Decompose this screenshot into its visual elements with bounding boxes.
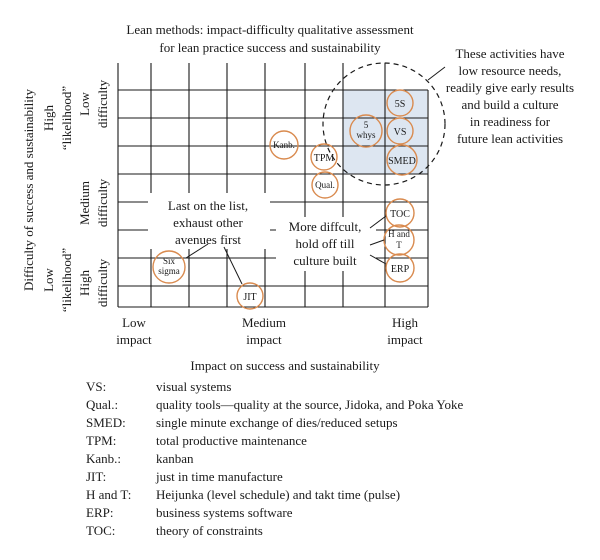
legend-desc: theory of constraints [156,523,263,538]
pointer-difficult-to-toc [369,215,387,229]
item-tpm-circle [310,143,338,171]
item-vs-circle [386,117,414,145]
early-activities-dashed-circle [322,62,446,186]
annotation-early-line-3: readily give early results [446,80,574,95]
item-5s-label: 5S [395,99,406,110]
item-toc-circle [385,198,415,228]
y-axis-label: Difficulty of success and sustainability [21,89,36,291]
item-ht-label-2: T [396,240,402,250]
legend-desc: kanban [156,451,194,466]
item-vs-label: VS [394,127,407,138]
legend-desc: single minute exchange of dies/reduced s… [156,415,398,430]
x-level-high-1: High [392,315,419,330]
title-line-1: Lean methods: impact-difficulty qualitat… [126,22,414,37]
item-qual-label: Qual. [315,180,335,190]
item-kanb-circle [269,130,299,160]
pointer-difficult-to-erp [369,254,387,265]
legend-desc: business systems software [156,505,293,520]
callout-last-line-2: exhaust other [173,215,243,230]
legend-desc: just in time manufacture [155,469,283,484]
legend-abbr: H and T: [86,487,131,502]
callout-last-line-3: avenues first [175,232,241,247]
item-smed-label: SMED [388,156,416,167]
item-erp-circle [385,253,415,283]
pointer-last-to-jit [223,246,243,285]
legend-abbr: ERP: [86,505,113,520]
y-level-low-difficulty-2: difficulty [95,79,110,128]
legend-desc: quality tools—quality at the source, Jid… [156,397,464,412]
legend-desc: total productive maintenance [156,433,307,448]
item-5whys-circle [349,114,383,148]
annotation-early-line-4: and build a culture [461,97,558,112]
x-level-low-2: impact [116,332,152,347]
item-5whys-label-2: whys [356,130,375,140]
legend-abbr: SMED: [86,415,126,430]
legend-abbr: Qual.: [86,397,118,412]
annotation-early-line-5: in readiness for [470,114,551,129]
callout-difficult-bg [276,217,376,271]
annotation-early-line-2: low resource needs, [459,63,562,78]
x-level-medium-2: impact [246,332,282,347]
callout-last-line-1: Last on the list, [168,198,248,213]
legend-desc: Heijunka (level schedule) and takt time … [156,487,400,502]
item-jit-label: JIT [243,292,256,303]
item-smed-circle [386,144,418,176]
callout-last-bg [148,193,270,249]
item-erp-label: ERP [391,264,410,275]
title-line-2: for lean practice success and sustainabi… [159,40,381,55]
legend-abbr: TPM: [86,433,116,448]
legend-desc: visual systems [156,379,231,394]
item-5s-circle [386,89,414,117]
item-ht-label-1: H and [388,229,410,239]
pointer-last-to-six-sigma [185,243,209,259]
legend-abbr: TOC: [86,523,115,538]
item-six-sigma-label-2: sigma [158,266,180,276]
item-kanb-label: Kanb. [273,140,295,150]
callout-difficult-line-3: culture built [293,253,357,268]
item-six-sigma-circle [152,250,186,284]
callout-difficult-line-1: More diffcult, [289,219,362,234]
legend-abbr: Kanb.: [86,451,121,466]
legend-abbr: JIT: [86,469,106,484]
pointer-early-annotation [427,66,446,81]
annotation-early-line-6: future lean activities [457,131,563,146]
y-level-low-likelihood-1: Low [41,267,56,291]
x-level-low-1: Low [122,315,146,330]
y-level-low-difficulty-1: Low [77,91,92,115]
legend: VS: visual systems Qual.: quality tools—… [86,379,464,538]
y-level-high-likelihood-1: High [41,105,56,132]
item-5whys-label-1: 5 [364,120,369,130]
y-level-low-likelihood-2: “likelihood” [59,248,74,312]
y-level-high-likelihood-2: “likelihood” [59,86,74,150]
x-level-high-2: impact [387,332,423,347]
x-level-medium-1: Medium [242,315,286,330]
y-level-high-difficulty-2: difficulty [95,258,110,307]
item-tpm-label: TPM [314,153,335,164]
annotation-early-line-1: These activities have [455,46,564,61]
y-level-high-difficulty-1: High [77,270,92,297]
x-axis-label: Impact on success and sustainability [190,358,380,373]
pointer-difficult-to-ht [369,239,385,246]
item-toc-label: TOC [390,209,410,220]
legend-abbr: VS: [86,379,106,394]
item-six-sigma-label-1: Six [163,256,176,266]
y-level-medium-difficulty-2: difficulty [95,178,110,227]
item-jit-circle [236,282,264,310]
y-level-medium-difficulty-1: Medium [77,181,92,225]
item-qual-circle [311,171,339,199]
callout-difficult-line-2: hold off till [296,236,355,251]
